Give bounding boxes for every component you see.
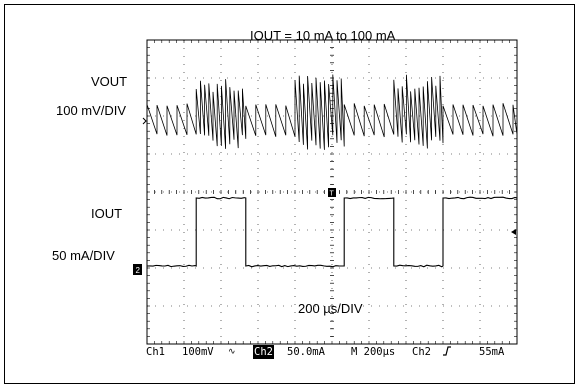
status-trigger-level: 55mA: [479, 346, 505, 358]
figure-frame: [4, 4, 575, 384]
iout-trace: [146, 196, 518, 268]
trigger-position-label: T: [330, 191, 335, 198]
status-trigger-source: Ch2: [412, 346, 431, 358]
status-timebase: M 200µs: [351, 346, 396, 358]
timebase-label: 200 µs/DIV: [298, 301, 363, 316]
scope-graticule: [146, 39, 518, 345]
trigger-level-icon: [511, 229, 516, 235]
vout-channel-label: VOUT: [91, 74, 128, 89]
status-ch1-scale: 100mV: [182, 346, 214, 358]
scope-markers: 2T: [133, 117, 516, 275]
vout-trace: [146, 74, 518, 150]
trigger-slope-icon: [442, 345, 452, 361]
scope-status-bar: Ch1 100mV ∿ Ch2 50.0mA M 200µs Ch2 55mA: [146, 345, 530, 359]
trigger-position-marker: [328, 188, 336, 197]
iout-channel-label: IOUT: [91, 206, 123, 221]
iout-waveform: [146, 196, 518, 268]
ch1-reference-icon: [142, 117, 147, 125]
vout-scale-label: 100 mV/DIV: [56, 103, 127, 118]
ch2-reference-label: 2: [136, 266, 141, 275]
ch1-coupling-icon: ∿: [228, 347, 236, 357]
ch2-reference-marker: [133, 264, 142, 275]
status-ch1-label: Ch1: [146, 346, 165, 358]
vout-waveform: [146, 74, 518, 150]
chart-title: IOUT = 10 mA to 100 mA: [250, 28, 396, 43]
status-ch2-label: Ch2: [253, 345, 274, 359]
status-ch2-scale: 50.0mA: [287, 346, 325, 358]
iout-scale-label: 50 mA/DIV: [52, 248, 115, 263]
